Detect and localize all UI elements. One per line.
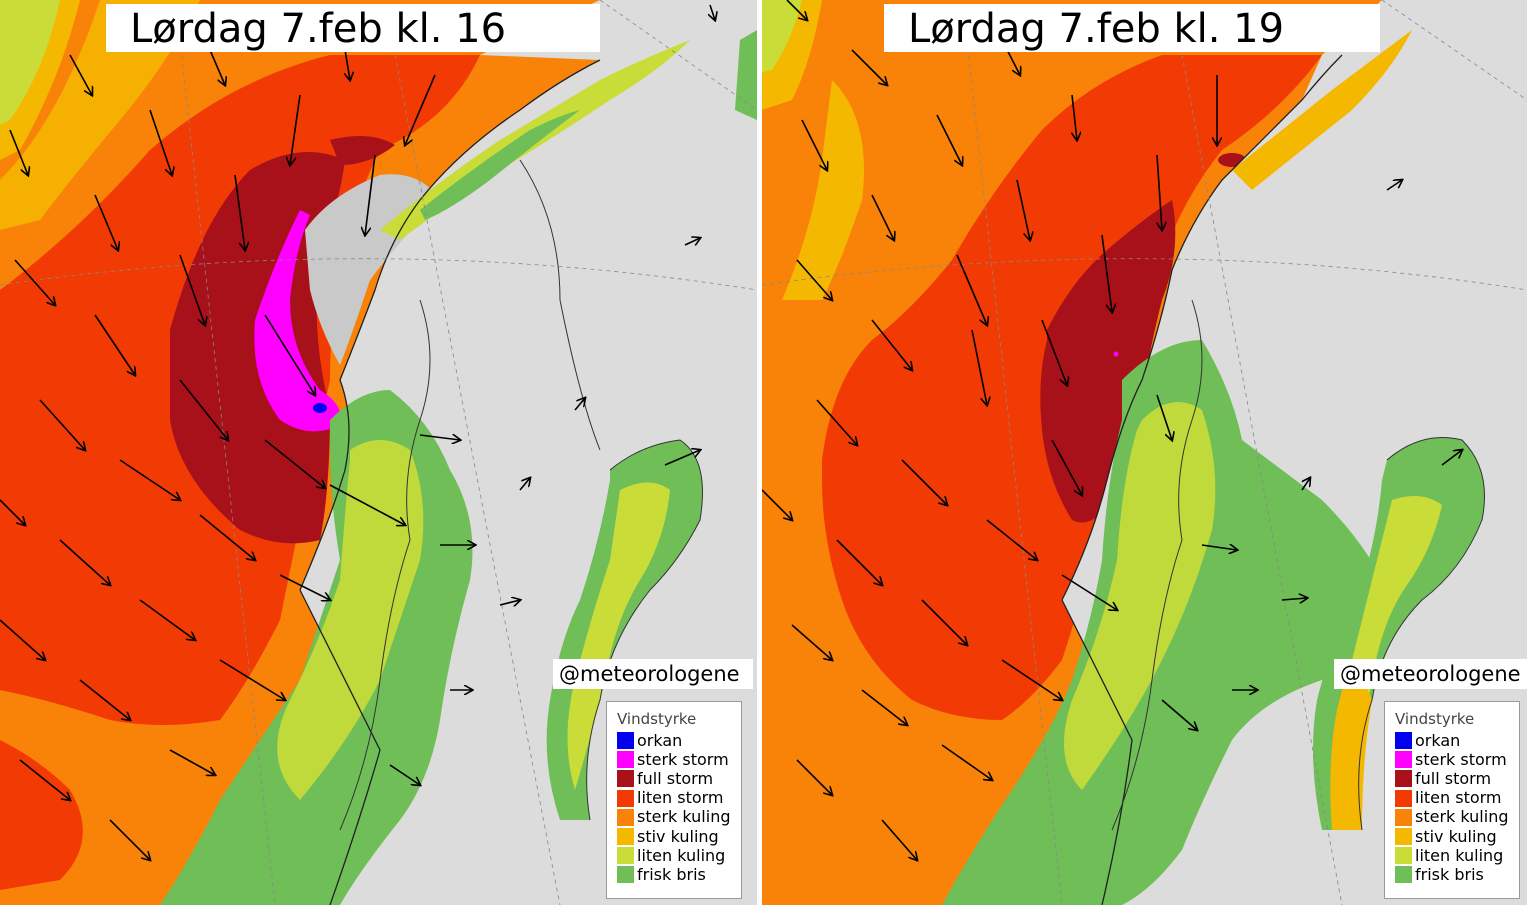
legend-label: liten kuling <box>637 845 726 865</box>
wind-map-panel-kl16: Lørdag 7.feb kl. 16 @meteorologene Vinds… <box>0 0 757 905</box>
legend-swatch <box>1395 751 1412 769</box>
legend-label: orkan <box>637 730 683 750</box>
map-title: Lørdag 7.feb kl. 16 <box>106 4 600 52</box>
legend-label: sterk storm <box>637 749 729 769</box>
wind-map-kl19 <box>762 0 1527 905</box>
legend-swatch <box>1395 789 1412 807</box>
legend-item-full-storm: full storm <box>607 769 741 788</box>
credit-label: @meteorologene <box>1334 659 1527 689</box>
wind-map-panel-kl19: Lørdag 7.feb kl. 19 @meteorologene Vinds… <box>762 0 1527 905</box>
legend-label: liten storm <box>637 788 724 808</box>
legend-item-stiv-kuling: stiv kuling <box>607 827 741 846</box>
legend-swatch <box>617 866 634 884</box>
legend: Vindstyrke orkan sterk storm full storm … <box>606 701 742 899</box>
country-border <box>1111 299 1203 831</box>
legend-label: liten kuling <box>1415 845 1504 865</box>
legend-label: sterk storm <box>1415 749 1507 769</box>
legend: Vindstyrke orkan sterk storm full storm … <box>1384 701 1520 899</box>
legend-label: frisk bris <box>637 864 706 884</box>
legend-item-liten-storm: liten storm <box>607 789 741 808</box>
legend-swatch <box>617 751 634 769</box>
legend-swatch <box>617 808 634 826</box>
graticule <box>966 39 1063 905</box>
legend-item-liten-storm: liten storm <box>1385 789 1519 808</box>
legend-label: stiv kuling <box>1415 826 1497 846</box>
legend-item-stiv-kuling: stiv kuling <box>1385 827 1519 846</box>
sea-sterk-storm-area <box>254 210 341 432</box>
legend-swatch <box>617 828 634 846</box>
legend-swatch <box>617 770 634 788</box>
legend-item-frisk-bris: frisk bris <box>1385 865 1519 884</box>
panel-divider <box>757 0 762 905</box>
legend-label: frisk bris <box>1415 864 1484 884</box>
legend-label: full storm <box>1415 768 1492 788</box>
legend-item-liten-kuling: liten kuling <box>607 846 741 865</box>
legend-label: sterk kuling <box>1415 807 1509 827</box>
legend-swatch <box>1395 866 1412 884</box>
coastline <box>299 59 601 591</box>
legend-item-liten-kuling: liten kuling <box>1385 846 1519 865</box>
graticule <box>179 39 276 905</box>
legend-item-orkan: orkan <box>607 731 741 750</box>
map-title: Lørdag 7.feb kl. 19 <box>884 4 1380 52</box>
legend-swatch <box>1395 847 1412 865</box>
legend-item-frisk-bris: frisk bris <box>607 865 741 884</box>
legend-item-sterk-storm: sterk storm <box>607 750 741 769</box>
credit-label: @meteorologene <box>553 659 753 689</box>
sterk-storm-spot <box>1113 351 1119 357</box>
legend-title: Vindstyrke <box>1395 710 1475 728</box>
legend-item-sterk-storm: sterk storm <box>1385 750 1519 769</box>
legend-swatch <box>1395 732 1412 750</box>
wind-map-kl16 <box>0 0 757 905</box>
legend-label: full storm <box>637 768 714 788</box>
legend-title: Vindstyrke <box>617 710 697 728</box>
legend-label: sterk kuling <box>637 807 731 827</box>
legend-swatch <box>1395 828 1412 846</box>
wind-arrows <box>0 4 715 860</box>
sea-full-storm-area <box>1040 200 1176 523</box>
legend-swatch <box>617 732 634 750</box>
coastline <box>1061 54 1343 601</box>
legend-item-full-storm: full storm <box>1385 769 1519 788</box>
sea-liten-kuling-area <box>0 0 60 125</box>
legend-item-orkan: orkan <box>1385 731 1519 750</box>
legend-item-sterk-kuling: sterk kuling <box>1385 808 1519 827</box>
legend-swatch <box>1395 808 1412 826</box>
legend-label: liten storm <box>1415 788 1502 808</box>
legend-swatch <box>617 789 634 807</box>
legend-swatch <box>617 847 634 865</box>
legend-item-sterk-kuling: sterk kuling <box>607 808 741 827</box>
orkan-area <box>313 403 327 413</box>
legend-label: orkan <box>1415 730 1461 750</box>
legend-label: stiv kuling <box>637 826 719 846</box>
country-border <box>339 299 431 831</box>
legend-swatch <box>1395 770 1412 788</box>
